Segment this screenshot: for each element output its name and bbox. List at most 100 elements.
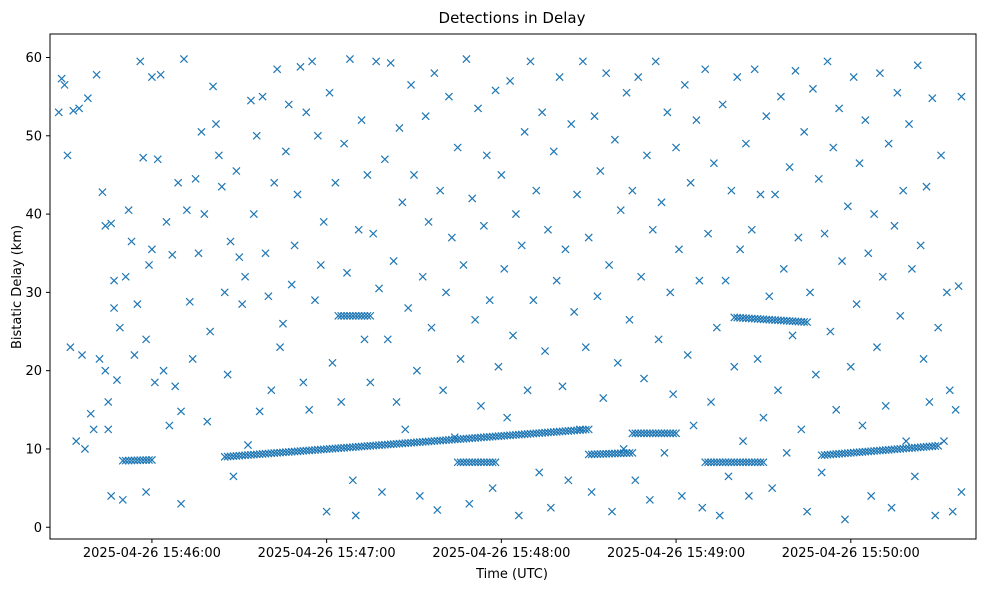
data-point: [657, 429, 666, 438]
data-point: [759, 413, 768, 422]
data-point: [273, 65, 282, 74]
data-point: [444, 92, 453, 101]
data-point: [354, 225, 363, 234]
data-point: [666, 288, 675, 297]
data-point: [875, 69, 884, 78]
data-point: [663, 429, 672, 438]
data-point: [447, 233, 456, 242]
data-point: [864, 249, 873, 258]
data-point: [669, 429, 678, 438]
data-point: [468, 458, 477, 467]
data-point: [896, 311, 905, 320]
data-point: [110, 276, 119, 285]
data-point: [162, 217, 171, 226]
data-point: [759, 458, 768, 467]
data-point: [747, 225, 756, 234]
data-point: [922, 182, 931, 191]
data-point: [482, 458, 491, 467]
data-point: [264, 292, 273, 301]
data-point: [209, 82, 218, 91]
data-point: [934, 323, 943, 332]
data-point: [835, 104, 844, 113]
data-point: [555, 73, 564, 82]
data-point: [386, 58, 395, 67]
data-point: [459, 260, 468, 269]
data-point: [823, 57, 832, 66]
data-point: [101, 366, 110, 375]
data-point: [957, 92, 966, 101]
data-point: [290, 241, 299, 250]
y-axis: 0 10 20 30 40 50 60: [25, 51, 50, 536]
plot-frame: [49, 33, 977, 540]
data-point: [581, 343, 590, 352]
data-point: [261, 249, 270, 258]
data-point: [345, 55, 354, 64]
data-point: [730, 362, 739, 371]
data-point: [549, 147, 558, 156]
data-point: [270, 178, 279, 187]
data-point: [337, 397, 346, 407]
data-point: [750, 458, 759, 467]
data-point: [727, 186, 736, 195]
y-tick-label: 20: [25, 364, 42, 379]
data-point: [677, 491, 686, 500]
data-point: [404, 304, 413, 313]
data-point: [558, 382, 567, 391]
data-point: [89, 425, 98, 434]
data-point: [118, 456, 127, 465]
data-point: [916, 241, 925, 250]
data-point: [369, 229, 378, 238]
data-point: [243, 441, 253, 450]
data-point: [340, 139, 349, 148]
data-point: [238, 300, 247, 309]
data-point: [939, 437, 948, 446]
data-point: [803, 507, 812, 516]
data-point: [709, 159, 718, 168]
data-point: [372, 57, 381, 66]
x-axis: 2025-04-26 15:46:00 2025-04-26 15:47:00 20…: [83, 539, 920, 561]
data-point: [171, 382, 180, 391]
data-point: [928, 94, 937, 103]
data-point: [220, 288, 229, 297]
data-point: [805, 288, 815, 297]
data-point: [191, 174, 200, 183]
data-point: [54, 108, 63, 117]
data-point: [564, 476, 573, 485]
data-point: [293, 190, 302, 199]
y-tick-label: 60: [25, 51, 42, 66]
data-point: [69, 106, 78, 115]
data-point: [660, 429, 669, 438]
y-tick-label: 50: [25, 129, 42, 144]
data-point: [354, 311, 363, 320]
data-point: [739, 437, 748, 446]
data-point: [197, 127, 206, 136]
data-point: [855, 159, 864, 168]
data-point: [316, 260, 325, 269]
data-point: [625, 315, 634, 324]
data-point: [334, 311, 343, 320]
data-point: [934, 441, 943, 450]
data-point: [442, 288, 451, 297]
data-point: [232, 166, 241, 176]
data-point: [663, 108, 672, 117]
data-point: [168, 250, 177, 259]
data-point: [628, 429, 637, 438]
data-point: [692, 116, 701, 125]
data-point: [115, 323, 124, 332]
data-point: [471, 458, 480, 467]
data-point: [817, 468, 826, 477]
data-point: [704, 458, 713, 467]
plot-area: [54, 55, 966, 524]
data-point: [631, 429, 640, 438]
data-point: [418, 272, 427, 281]
data-point: [660, 448, 669, 457]
data-point: [80, 444, 89, 453]
y-axis-label: Bistatic Delay (km): [10, 225, 25, 349]
data-point: [657, 198, 666, 207]
data-point: [383, 335, 392, 344]
data-point: [942, 288, 951, 297]
data-point: [255, 407, 264, 416]
data-point: [680, 80, 689, 89]
data-point: [130, 456, 139, 465]
